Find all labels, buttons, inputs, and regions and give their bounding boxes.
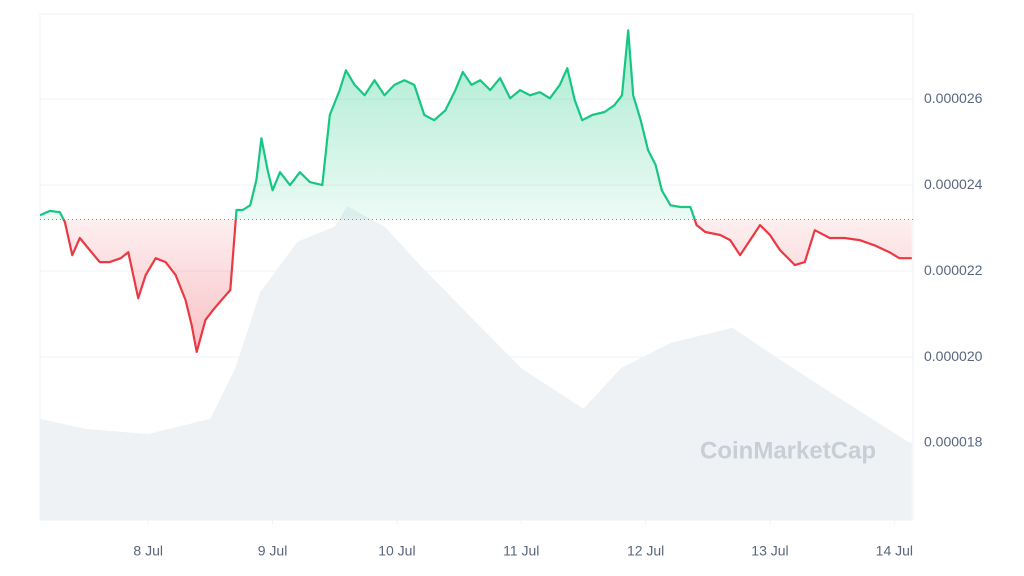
- y-tick-label: 0.000026: [924, 90, 983, 106]
- y-tick-label: 0.000018: [924, 434, 983, 450]
- x-tick-label: 8 Jul: [133, 543, 163, 559]
- x-tick-label: 11 Jul: [503, 543, 539, 559]
- y-tick-label: 0.000022: [924, 262, 983, 278]
- volume-area: [40, 206, 912, 521]
- price-area: [40, 30, 912, 352]
- y-tick-label: 0.000024: [924, 176, 983, 192]
- x-tick-label: 13 Jul: [751, 543, 788, 559]
- y-tick-label: 0.000020: [924, 348, 983, 364]
- x-tick-label: 10 Jul: [378, 543, 415, 559]
- x-tick-label: 9 Jul: [258, 543, 288, 559]
- x-tick-label: 14 Jul: [876, 543, 913, 559]
- x-tick-label: 12 Jul: [627, 543, 664, 559]
- price-line: [39, 29, 912, 353]
- watermark: CoinMarketCap: [700, 437, 876, 464]
